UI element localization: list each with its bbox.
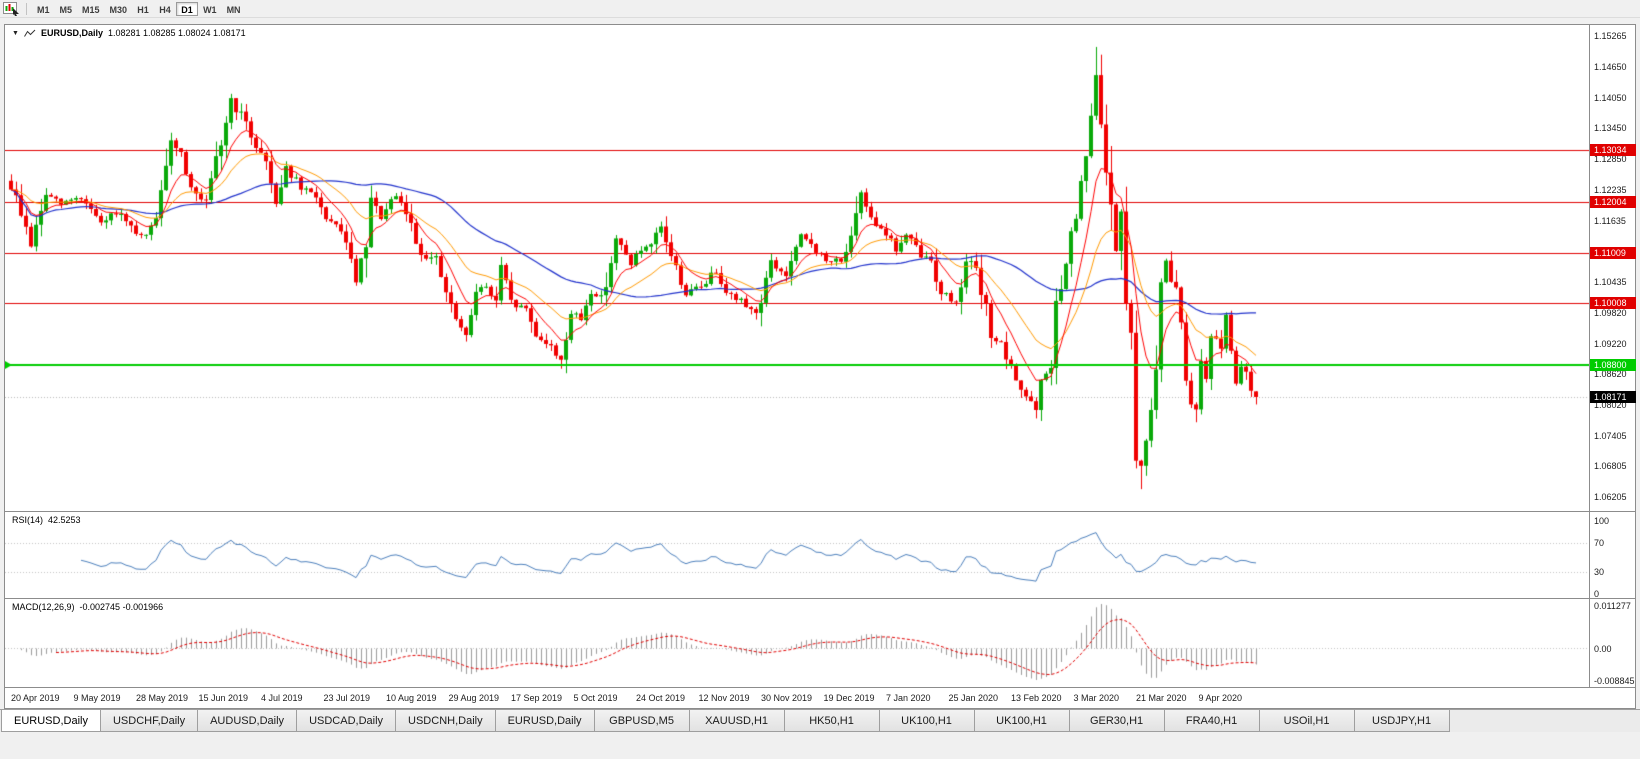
macd-axis-label: 0.011277 [1594,601,1631,611]
date-label: 15 Jun 2019 [198,693,249,703]
macd-axis-label: 0.00 [1594,643,1612,654]
period-button-m5[interactable]: M5 [59,4,73,15]
period-button-m1[interactable]: M1 [37,4,50,15]
macd-indicator-canvas[interactable] [5,599,1589,687]
chart-tab-4-usdcnh-daily[interactable]: USDCNH,Daily [395,710,496,732]
date-label: 21 Mar 2020 [1136,693,1187,703]
chart-window: 20 Apr 2019 9 May 2019 28 May 2019 15 Jun 2… [4,24,1636,709]
price-axis[interactable]: 1.15265 1.14650 1.14050 1.13450 1.12850 1.122… [1589,25,1636,688]
price-tick-label: 1.08020 [1594,399,1627,410]
chart-ohlc-values: 1.08281 1.08285 1.08024 1.08171 [107,28,246,38]
price-tick-label: 1.06805 [1594,461,1627,472]
date-label: 17 Sep 2019 [511,693,563,703]
date-label: 9 May 2019 [73,693,121,703]
status-strip [0,732,1640,759]
rsi-axis-label: 100 [1594,516,1610,526]
rsi-label: RSI(14) [12,515,44,525]
chart-tab-2-audusd-daily[interactable]: AUDUSD,Daily [197,710,298,732]
chart-tab-3-usdcad-daily[interactable]: USDCAD,Daily [296,710,397,732]
price-line-badge: 1.08800 [1590,358,1636,371]
date-label: 29 Aug 2019 [448,693,500,703]
price-line-badge: 1.13034 [1590,143,1636,156]
date-label: 28 May 2019 [136,693,189,703]
price-chart-canvas[interactable] [5,25,1589,511]
timeframe-toolbar: M1 M5 M15 M30 H1 H4 D1 W1 MN [0,0,1640,18]
date-label: 9 Apr 2020 [1198,693,1243,703]
chart-tab-10-uk100-h1[interactable]: UK100,H1 [973,710,1070,732]
date-label: 12 Nov 2019 [698,693,750,703]
period-button-h1[interactable]: H1 [137,4,149,15]
charts-toolbar-icon[interactable] [3,1,21,16]
price-tick-label: 1.13450 [1594,123,1627,134]
chart-tab-6-gbpusd-m5[interactable]: GBPUSD,M5 [593,710,690,732]
chart-tab-9-uk100-h1[interactable]: UK100,H1 [878,710,975,732]
rsi-indicator-canvas[interactable] [5,512,1589,598]
date-label: 13 Feb 2020 [1011,693,1062,703]
price-line-badge: 1.08171 [1590,390,1636,403]
price-tick-label: 1.10435 [1594,276,1627,287]
date-label: 30 Nov 2019 [761,693,813,703]
period-button-mn[interactable]: MN [226,4,241,15]
price-tick-label: 1.09820 [1594,308,1627,319]
panel-divider [5,687,1635,688]
date-label: 7 Jan 2020 [886,693,931,703]
chart-tab-5-eurusd-daily[interactable]: EURUSD,Daily [494,710,595,732]
price-tick-label: 1.06205 [1594,492,1627,502]
period-button-m15[interactable]: M15 [82,4,100,15]
price-tick-label: 1.12850 [1594,153,1627,164]
price-tick-label: 1.07405 [1594,430,1627,441]
timeframe-buttons: M1 M5 M15 M30 H1 H4 D1 W1 MN [32,1,246,16]
date-label: 5 Oct 2019 [573,693,618,703]
period-button-d1[interactable]: D1 [176,1,199,16]
date-label: 23 Jul 2019 [323,693,371,703]
period-button-m30[interactable]: M30 [109,4,128,15]
macd-values: -0.002745 -0.001966 [79,602,164,612]
chart-tab-14-usdjpy-h1[interactable]: USDJPY,H1 [1353,710,1450,732]
chart-tab-11-ger30-h1[interactable]: GER30,H1 [1068,710,1165,732]
price-tick-label: 1.14650 [1594,62,1627,73]
panel-divider[interactable] [5,598,1635,599]
date-label: 3 Mar 2020 [1073,693,1120,703]
date-label: 10 Aug 2019 [386,693,437,703]
date-axis[interactable]: 20 Apr 2019 9 May 2019 28 May 2019 15 Jun 2… [5,688,1635,708]
chart-tab-13-usoil-h1[interactable]: USOil,H1 [1258,710,1355,732]
chart-tabs: EURUSD,Daily USDCHF,Daily AUDUSD,Daily USDC… [0,710,1640,732]
chart-tabbar: EURUSD,Daily USDCHF,Daily AUDUSD,Daily USDC… [0,709,1640,732]
chart-tab-0-eurusd-daily[interactable]: EURUSD,Daily [1,710,101,732]
line-chart-icon [24,29,36,37]
rsi-axis-label: 70 [1594,537,1605,548]
price-tick-label: 1.11635 [1594,215,1626,226]
price-line-badge: 1.10008 [1590,297,1636,310]
date-label: 25 Jan 2020 [948,693,999,703]
rsi-axis-label: 30 [1594,567,1605,578]
toolbar-separator [26,2,27,15]
price-tick-label: 1.09220 [1594,338,1627,349]
date-label: 20 Apr 2019 [11,693,60,703]
price-tick-label: 1.08620 [1594,369,1627,380]
price-line-badge: 1.11009 [1590,246,1636,259]
rsi-title: RSI(14) 42.5253 [12,515,81,525]
macd-title: MACD(12,26,9) -0.002745 -0.001966 [12,602,163,612]
period-button-h4[interactable]: H4 [159,4,171,15]
symbol-dropdown-icon[interactable]: ▼ [12,29,19,37]
chart-title: ▼ EURUSD,Daily 1.08281 1.08285 1.08024 1… [12,28,246,38]
chart-tab-8-hk50-h1[interactable]: HK50,H1 [783,710,880,732]
chart-symbol-label: EURUSD,Daily [40,28,103,38]
date-label: 24 Oct 2019 [636,693,686,703]
macd-label: MACD(12,26,9) [12,602,75,612]
price-tick-label: 1.14050 [1594,92,1627,103]
price-tick-label: 1.15265 [1594,30,1627,41]
price-line-badge: 1.12004 [1590,195,1636,208]
date-label: 19 Dec 2019 [823,693,875,703]
panel-divider[interactable] [5,511,1635,512]
macd-axis-label: -0.008845 [1594,676,1635,686]
chart-tab-1-usdchf-daily[interactable]: USDCHF,Daily [99,710,199,732]
price-tick-label: 1.12235 [1594,185,1627,196]
chart-tab-12-fra40-h1[interactable]: FRA40,H1 [1163,710,1260,732]
chart-tab-7-xauusd-h1[interactable]: XAUUSD,H1 [688,710,785,732]
rsi-value: 42.5253 [48,515,81,525]
period-button-w1[interactable]: W1 [203,4,217,15]
rsi-axis-label: 0 [1594,589,1600,599]
date-label: 4 Jul 2019 [261,693,303,703]
